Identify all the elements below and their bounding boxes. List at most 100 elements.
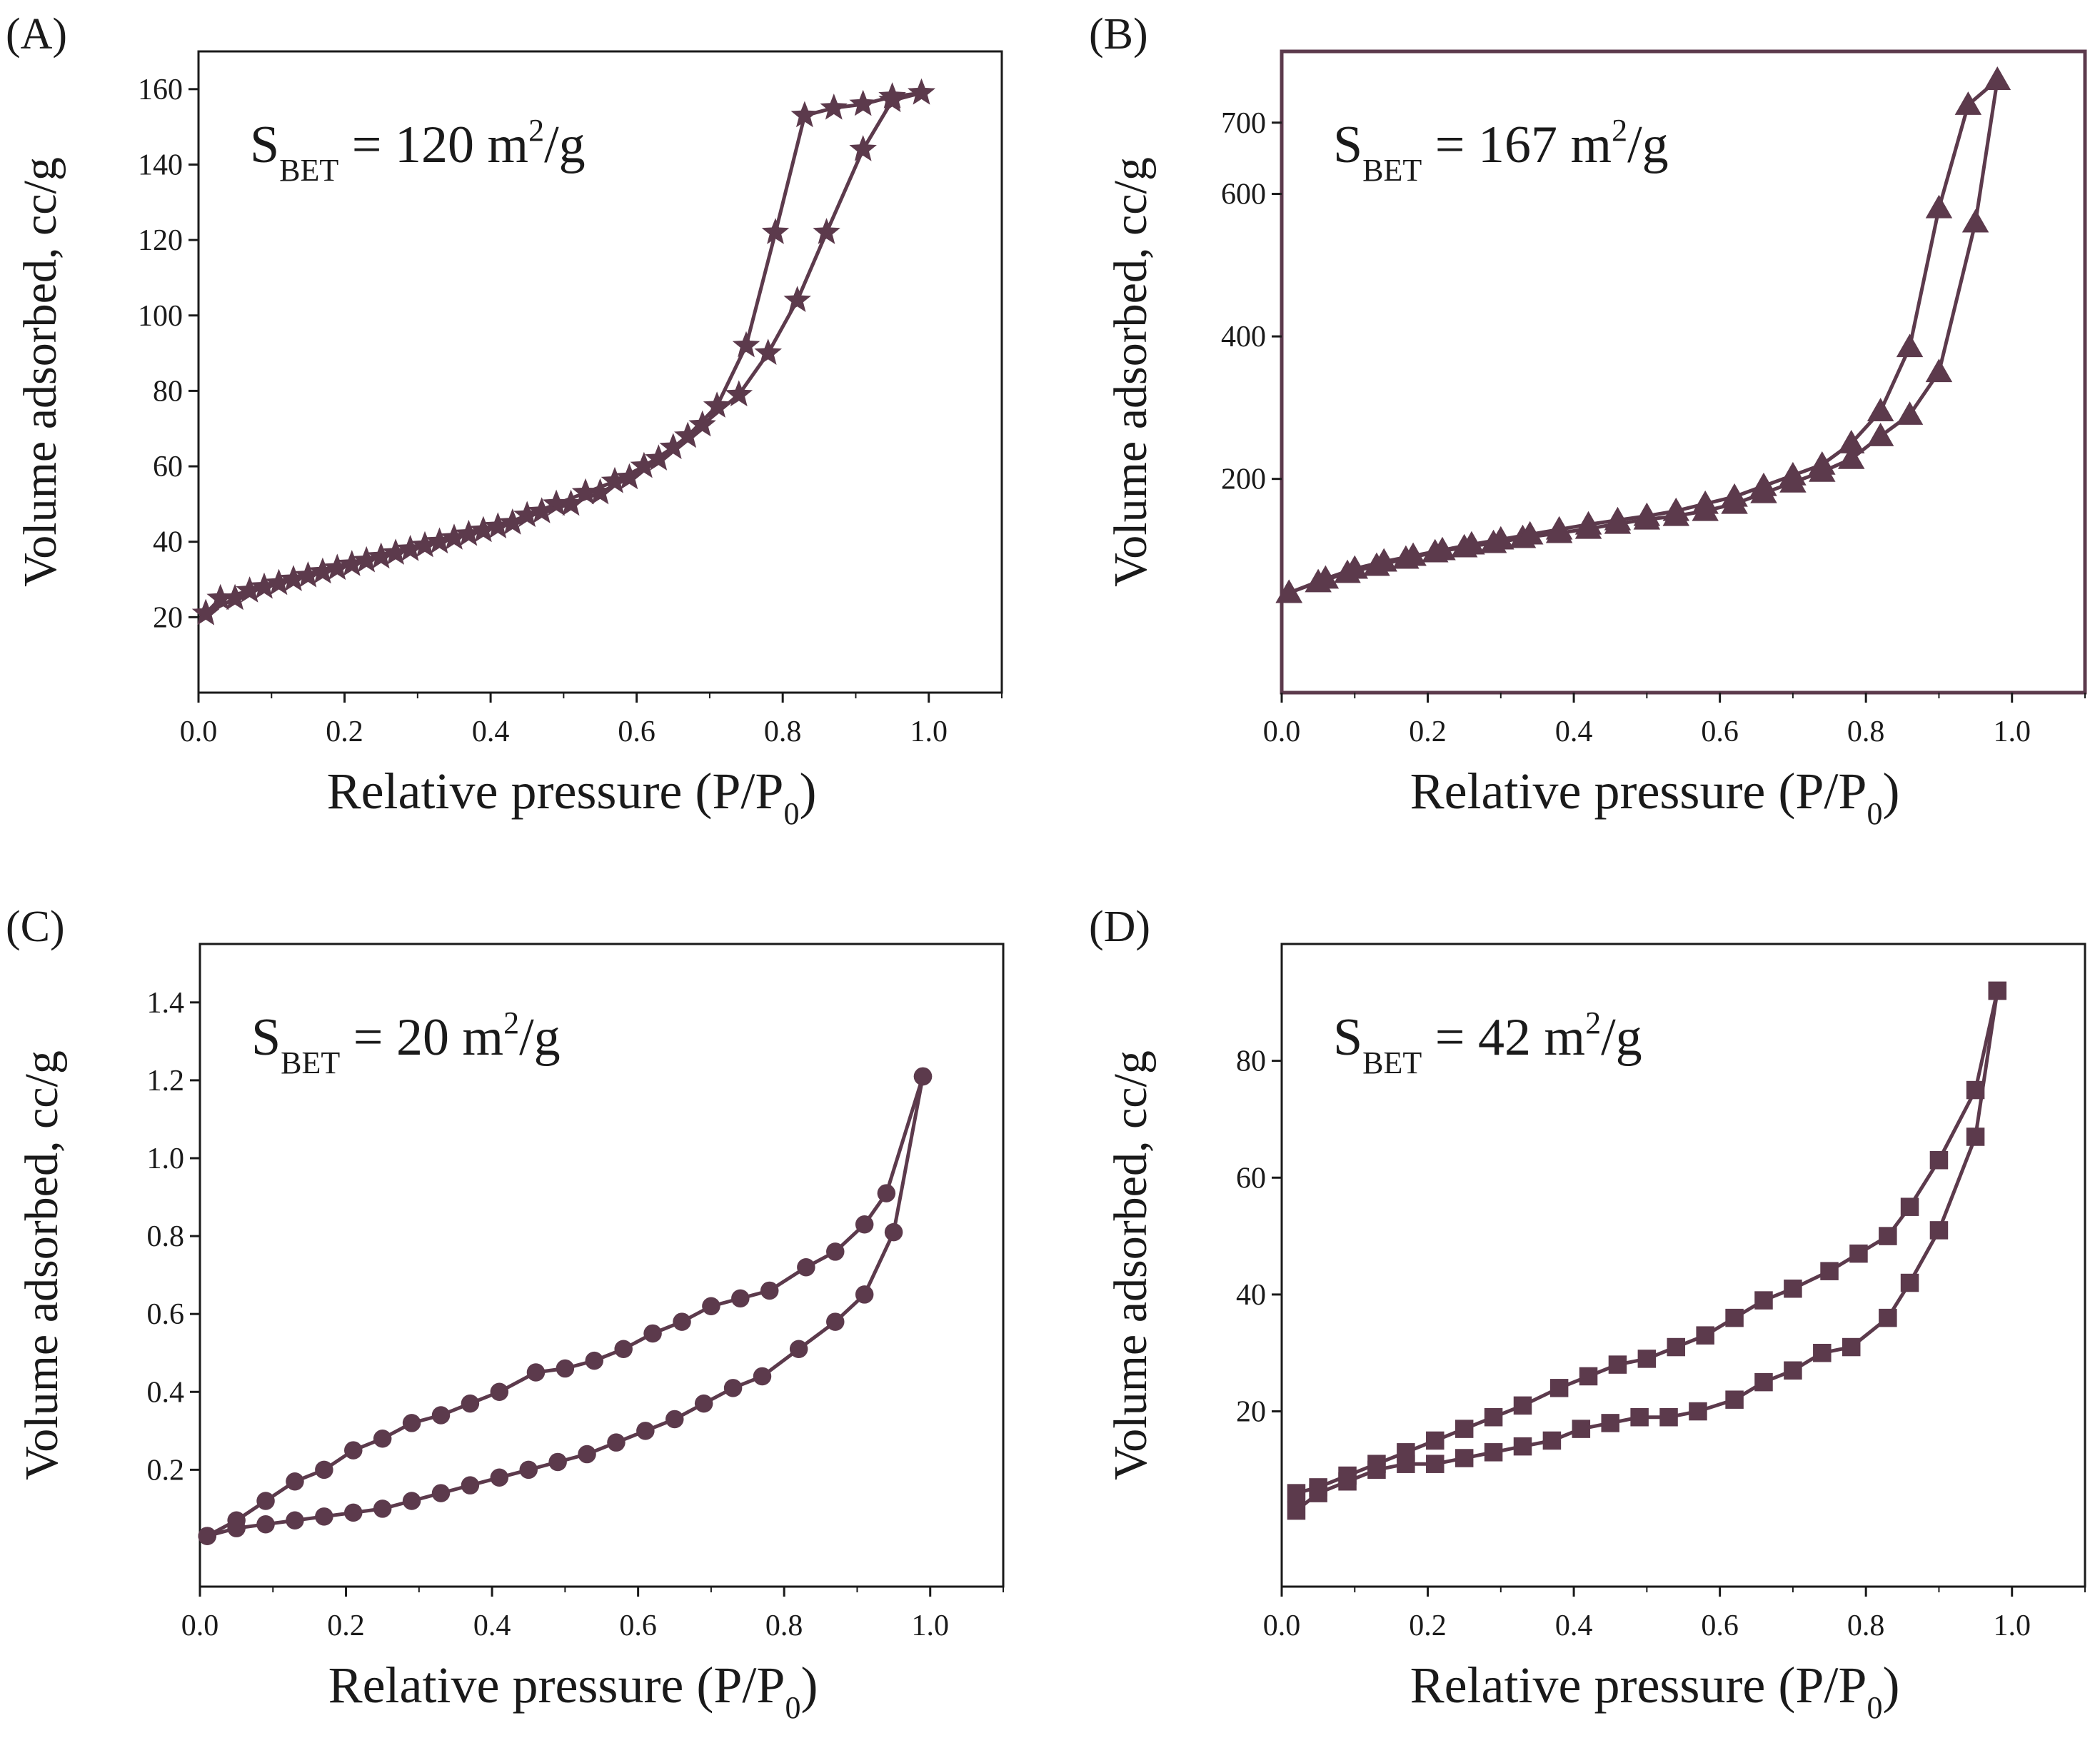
- y-tick-label: 700: [1221, 107, 1266, 140]
- x-axis-label: Relative pressure (P/P0): [328, 1657, 818, 1725]
- data-point: [789, 1340, 808, 1359]
- data-point: [1667, 1337, 1686, 1357]
- x-axis-label: Relative pressure (P/P0): [1410, 763, 1900, 831]
- data-point: [754, 338, 782, 365]
- plot-frame: [1280, 49, 2087, 695]
- data-point: [1542, 1431, 1562, 1450]
- data-point: [1400, 542, 1427, 566]
- x-tick-label: 0.6: [1701, 1609, 1739, 1642]
- data-point: [402, 1414, 421, 1432]
- data-point: [1842, 1337, 1861, 1357]
- data-point: [1287, 1501, 1306, 1520]
- data-point: [1604, 506, 1632, 531]
- data-point: [556, 1359, 575, 1378]
- data-point: [607, 1433, 626, 1452]
- data-point: [1867, 398, 1894, 421]
- data-point: [286, 1511, 304, 1530]
- data-point: [227, 1511, 246, 1530]
- data-point: [1900, 1273, 1919, 1292]
- data-point: [1659, 1407, 1678, 1427]
- data-point: [1750, 472, 1777, 496]
- data-point: [790, 101, 819, 128]
- series-desorption: [192, 78, 935, 626]
- data-point: [1966, 1080, 1985, 1100]
- data-point: [294, 561, 322, 588]
- data-point: [256, 1492, 275, 1510]
- data-point: [373, 1500, 392, 1518]
- data-point: [1426, 1455, 1445, 1473]
- plot-frame: [199, 943, 1005, 1588]
- data-point: [461, 1394, 480, 1413]
- data-point: [855, 1215, 874, 1234]
- data-point: [1779, 461, 1807, 486]
- y-tick-label: 1.4: [147, 987, 185, 1020]
- data-point: [1813, 1343, 1832, 1362]
- x-tick-label: 0.2: [1409, 715, 1447, 748]
- y-tick-label: 0.8: [147, 1220, 185, 1253]
- x-tick-label: 0.6: [619, 1609, 657, 1642]
- data-point: [381, 538, 410, 565]
- data-point: [542, 489, 571, 516]
- data-point: [1837, 445, 1865, 469]
- data-point: [761, 218, 790, 244]
- data-point: [1367, 1455, 1386, 1473]
- plot-frame: [1280, 943, 2086, 1588]
- data-point: [528, 497, 556, 523]
- data-point: [265, 568, 293, 596]
- data-point: [1721, 483, 1748, 507]
- data-point: [820, 94, 848, 120]
- data-point: [1513, 1437, 1532, 1456]
- data-point: [702, 1297, 720, 1316]
- data-point: [636, 1422, 655, 1440]
- data-point: [315, 1460, 333, 1480]
- data-point: [353, 546, 381, 573]
- y-tick-label: 600: [1221, 179, 1266, 211]
- data-point: [221, 583, 249, 611]
- data-point: [913, 1067, 933, 1086]
- data-point: [1879, 1308, 1897, 1327]
- panel-label: (A): [6, 10, 67, 59]
- data-point: [1929, 1150, 1949, 1170]
- y-tick-label: 0.2: [147, 1454, 185, 1487]
- data-point: [1929, 1221, 1949, 1240]
- data-point: [578, 1445, 596, 1464]
- data-point: [1809, 451, 1836, 475]
- data-point: [1754, 1372, 1773, 1392]
- data-point: [1637, 1350, 1657, 1368]
- x-tick-label: 0.0: [180, 715, 218, 748]
- x-axis-label: Relative pressure (P/P0): [327, 763, 817, 831]
- data-point: [490, 1382, 509, 1402]
- panel-label: (C): [6, 903, 65, 951]
- data-point: [1572, 1420, 1591, 1438]
- panel-c: (C) 0.0 0.2 0.4 0.6 0.8 1.0 0.2 0.4 0.6 0.8 1.0 1.2 1…: [6, 903, 1005, 1725]
- data-point: [1896, 333, 1924, 358]
- data-point: [1341, 555, 1369, 579]
- data-point: [1309, 1478, 1327, 1497]
- data-point: [411, 531, 439, 558]
- data-point: [614, 1340, 633, 1359]
- x-tick-label: 0.2: [326, 715, 363, 748]
- y-tick-label: 20: [153, 601, 183, 634]
- data-point: [783, 286, 811, 312]
- data-point: [725, 380, 753, 407]
- series-desorption: [1287, 981, 2007, 1502]
- x-tick-label: 0.8: [1847, 715, 1885, 748]
- data-point: [826, 1312, 845, 1331]
- x-tick-label: 0.2: [327, 1609, 365, 1642]
- data-point: [849, 135, 877, 161]
- data-point: [1867, 423, 1894, 446]
- data-point: [315, 1507, 333, 1526]
- x-tick-label: 0.6: [618, 715, 655, 748]
- data-point: [760, 1281, 779, 1300]
- data-point: [1784, 1361, 1802, 1380]
- y-tick-label: 1.2: [147, 1065, 185, 1097]
- data-point: [1370, 548, 1397, 572]
- x-tick-label: 0.4: [1555, 1609, 1593, 1642]
- data-point: [344, 1503, 363, 1522]
- y-tick-label: 400: [1221, 321, 1266, 353]
- data-point: [1925, 194, 1953, 218]
- x-tick-label: 0.4: [473, 1609, 511, 1642]
- data-point: [1900, 1197, 1919, 1216]
- panel-d: (D) 0.0 0.2 0.4 0.6 0.8 1.0 20 40 60 80 Volume adso…: [1089, 903, 2086, 1725]
